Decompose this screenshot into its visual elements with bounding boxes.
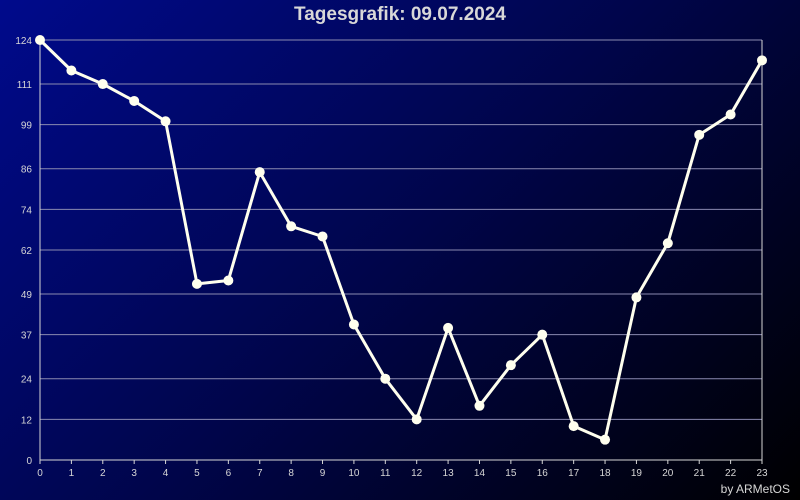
x-tick-label: 13 bbox=[443, 468, 455, 479]
x-tick-label: 12 bbox=[411, 468, 423, 479]
y-tick-label: 124 bbox=[15, 36, 32, 47]
x-tick-label: 6 bbox=[226, 468, 232, 479]
grid-lines bbox=[40, 39, 762, 420]
axes bbox=[39, 40, 763, 464]
data-point bbox=[474, 400, 485, 411]
data-point bbox=[317, 231, 328, 242]
chart-title: Tagesgrafik: 09.07.2024 bbox=[294, 4, 506, 25]
data-point bbox=[757, 55, 767, 66]
x-tick-label: 11 bbox=[380, 468, 391, 479]
data-point bbox=[160, 116, 171, 127]
data-point bbox=[694, 129, 705, 140]
x-tick-label: 15 bbox=[505, 468, 517, 479]
data-point bbox=[286, 221, 297, 232]
x-tick-label: 14 bbox=[474, 468, 486, 479]
data-point bbox=[254, 167, 265, 178]
data-point bbox=[537, 329, 548, 340]
y-tick-label: 37 bbox=[21, 331, 33, 342]
data-point bbox=[725, 109, 736, 120]
x-tick-label: 18 bbox=[599, 468, 611, 479]
data-point bbox=[35, 35, 45, 45]
y-tick-label: 12 bbox=[21, 415, 33, 426]
credit-label: by ARMetOS bbox=[720, 482, 790, 496]
x-tick-label: 21 bbox=[694, 468, 706, 479]
x-tick-label: 10 bbox=[348, 468, 360, 479]
x-tick-label: 0 bbox=[37, 468, 43, 479]
data-point bbox=[568, 421, 579, 432]
data-point bbox=[223, 275, 234, 286]
x-tick-label: 4 bbox=[163, 468, 169, 479]
x-tick-label: 17 bbox=[568, 468, 580, 479]
x-tick-label: 7 bbox=[257, 468, 263, 479]
x-tick-label: 2 bbox=[100, 468, 106, 479]
y-tick-label: 62 bbox=[21, 246, 33, 257]
y-tick-label: 49 bbox=[21, 290, 33, 301]
data-point bbox=[97, 79, 108, 90]
x-tick-label: 23 bbox=[756, 468, 768, 479]
y-tick-label: 111 bbox=[17, 80, 33, 91]
data-point bbox=[411, 414, 422, 425]
data-point bbox=[662, 238, 673, 249]
x-tick-label: 8 bbox=[288, 468, 294, 479]
series-line bbox=[38, 38, 764, 442]
data-point bbox=[631, 292, 642, 303]
x-tick-label: 20 bbox=[662, 468, 674, 479]
data-point bbox=[66, 65, 77, 76]
y-tick-label: 86 bbox=[21, 165, 33, 176]
x-tick-label: 1 bbox=[69, 468, 75, 479]
y-tick-label: 24 bbox=[21, 375, 33, 386]
x-tick-label: 3 bbox=[131, 468, 137, 479]
y-tick-label: 74 bbox=[21, 205, 33, 216]
x-tick-label: 22 bbox=[725, 468, 737, 479]
data-point bbox=[191, 278, 202, 289]
data-point bbox=[443, 322, 454, 333]
data-point bbox=[129, 95, 140, 106]
data-points bbox=[35, 35, 767, 445]
data-point bbox=[600, 434, 611, 445]
data-point bbox=[380, 373, 391, 384]
x-tick-label: 5 bbox=[194, 468, 200, 479]
x-tick-label: 9 bbox=[320, 468, 326, 479]
data-point bbox=[348, 319, 359, 330]
x-tick-label: 19 bbox=[631, 468, 643, 479]
series-line-group bbox=[38, 38, 764, 442]
x-tick-label: 16 bbox=[537, 468, 549, 479]
y-tick-label: 99 bbox=[21, 121, 33, 132]
y-tick-label: 0 bbox=[26, 456, 32, 467]
data-point bbox=[505, 360, 516, 371]
